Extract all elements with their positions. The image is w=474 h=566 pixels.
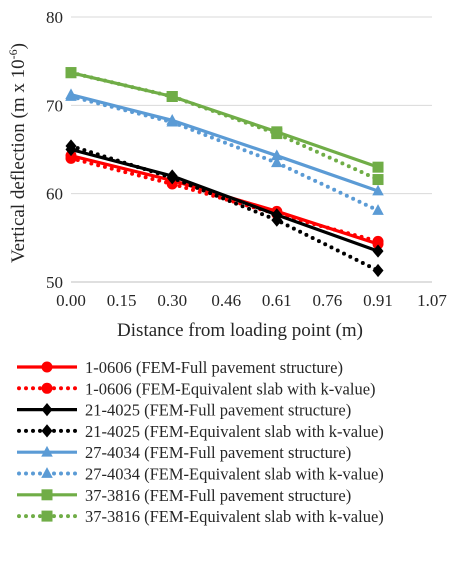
series-line — [69, 143, 381, 273]
legend-entry: 37-3816 (FEM-Full pavement structure) — [17, 486, 351, 505]
data-point — [271, 149, 283, 161]
data-point — [271, 213, 283, 227]
series-line — [69, 94, 381, 213]
data-point — [65, 152, 77, 164]
y-tick-label: 50 — [46, 273, 63, 292]
series-4 — [65, 139, 384, 278]
legend-marker — [41, 424, 53, 438]
data-point — [271, 156, 283, 168]
y-tick-label: 80 — [46, 8, 63, 27]
legend-marker — [41, 467, 53, 478]
series-line — [70, 154, 379, 246]
x-tick-label: 0.46 — [211, 291, 241, 310]
y-tick-label: 60 — [46, 185, 63, 204]
series-line — [69, 70, 381, 182]
legend-label: 27-4034 (FEM-Equivalent slab with k-valu… — [85, 465, 384, 484]
legend-entry: 37-3816 (FEM-Equivalent slab with k-valu… — [17, 507, 384, 526]
y-axis-title: Vertical deflection (m x 10-6) — [6, 43, 29, 263]
legend-marker — [41, 510, 53, 522]
legend-label: 27-4034 (FEM-Full pavement structure) — [85, 443, 351, 462]
data-point — [271, 128, 283, 140]
y-tick-label: 70 — [46, 96, 63, 115]
data-point — [372, 161, 384, 173]
legend-marker — [41, 361, 53, 373]
x-tick-label: 0.30 — [157, 291, 187, 310]
x-tick-label: 0.91 — [363, 291, 393, 310]
series-line — [70, 93, 379, 193]
data-point — [372, 174, 384, 186]
data-point — [372, 263, 384, 278]
data-point — [166, 171, 178, 185]
series-6 — [65, 90, 384, 215]
legend-entry: 27-4034 (FEM-Full pavement structure) — [17, 443, 351, 462]
legend-marker — [41, 489, 53, 501]
x-tick-label: 0.76 — [313, 291, 343, 310]
legend-entry: 27-4034 (FEM-Equivalent slab with k-valu… — [17, 465, 384, 484]
legend-label: 21-4025 (FEM-Equivalent slab with k-valu… — [85, 422, 384, 441]
series-line — [70, 147, 379, 253]
y-axis-title-close: ) — [8, 43, 29, 49]
data-point — [372, 204, 384, 215]
gridlines — [71, 16, 432, 283]
data-point — [372, 235, 384, 247]
legend-marker — [41, 382, 53, 394]
legend: 1-0606 (FEM-Full pavement structure) 1-06… — [17, 358, 384, 526]
plot-series — [65, 67, 384, 278]
data-point — [372, 244, 384, 258]
x-tick-label: 1.07 — [417, 291, 447, 310]
series-8 — [65, 67, 384, 186]
data-point — [65, 139, 77, 153]
y-axis-title-main: Vertical deflection (m x 10 — [8, 59, 29, 263]
legend-label: 1-0606 (FEM-Full pavement structure) — [85, 358, 343, 377]
legend-label: 1-0606 (FEM-Equivalent slab with k-value… — [85, 379, 376, 398]
x-axis-title: Distance from loading point (m) — [117, 320, 363, 341]
legend-label: 37-3816 (FEM-Equivalent slab with k-valu… — [85, 507, 384, 526]
x-tick-label: 0.61 — [262, 291, 292, 310]
legend-marker — [41, 403, 53, 417]
series-line — [69, 156, 381, 244]
x-axis-ticks: 0.00 0.15 0.30 0.46 0.61 0.76 0.91 1.07 — [56, 291, 447, 310]
data-point — [166, 91, 178, 102]
series-line — [70, 71, 379, 169]
legend-entry: 21-4025 (FEM-Equivalent slab with k-valu… — [17, 422, 384, 441]
legend-marker — [41, 445, 53, 457]
y-axis-title-superscript: -6 — [6, 49, 20, 59]
legend-label: 37-3816 (FEM-Full pavement structure) — [85, 486, 351, 505]
legend-entry: 1-0606 (FEM-Full pavement structure) — [17, 358, 343, 377]
x-tick-label: 0.00 — [56, 291, 86, 310]
legend-label: 21-4025 (FEM-Full pavement structure) — [85, 401, 351, 420]
x-tick-label: 0.15 — [107, 291, 137, 310]
data-point — [372, 184, 384, 196]
data-point — [65, 90, 77, 101]
data-point — [65, 67, 77, 79]
y-axis-ticks: 50 60 70 80 — [46, 8, 63, 292]
legend-entry: 21-4025 (FEM-Full pavement structure) — [17, 401, 351, 420]
legend-entry: 1-0606 (FEM-Equivalent slab with k-value… — [17, 379, 376, 398]
data-point — [166, 115, 178, 127]
